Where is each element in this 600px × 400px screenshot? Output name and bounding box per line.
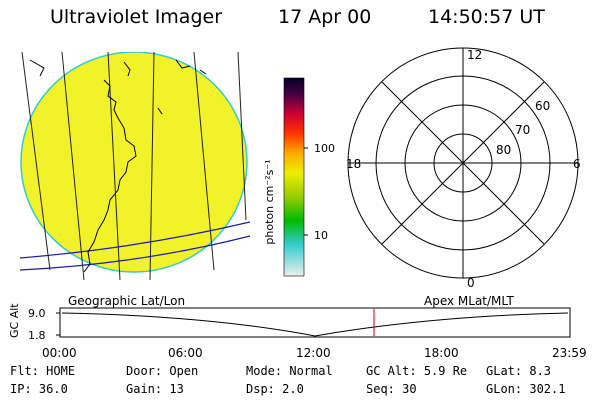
x-tick-1200: 12:00 bbox=[296, 346, 331, 360]
color-scale-tick-100: 100 bbox=[314, 142, 335, 155]
x-tick-2359: 23:59 bbox=[552, 346, 587, 360]
status-dsp: Dsp: 2.0 bbox=[246, 382, 304, 396]
status-ip-value: 36.0 bbox=[38, 382, 68, 396]
latitude-lines bbox=[20, 221, 250, 271]
status-seq: Seq: 30 bbox=[366, 382, 417, 396]
date-label: 17 Apr 00 bbox=[278, 6, 372, 28]
time-label: 14:50:57 UT bbox=[428, 6, 545, 28]
timeline-y-label: GC Alt bbox=[8, 303, 21, 338]
status-dsp-value: 2.0 bbox=[282, 382, 304, 396]
status-mode: Mode: Normal bbox=[246, 364, 333, 378]
status-flight-value: HOME bbox=[46, 364, 76, 378]
instrument-title: Ultraviolet Imager bbox=[50, 6, 223, 28]
mlt-label-6: 6 bbox=[573, 157, 581, 171]
lat-label-70: 70 bbox=[515, 123, 530, 137]
status-glat: GLat: 8.3 bbox=[486, 364, 551, 378]
lat-label-60: 60 bbox=[535, 99, 550, 113]
x-tick-1800: 18:00 bbox=[424, 346, 459, 360]
status-ip: IP: 36.0 bbox=[10, 382, 68, 396]
status-door: Door: Open bbox=[126, 364, 198, 378]
status-glon-value: 302.1 bbox=[529, 382, 566, 396]
diagonal-line-b bbox=[381, 81, 545, 245]
status-door-label: Door: bbox=[126, 364, 163, 378]
status-gc-alt-label: GC Alt: bbox=[366, 364, 417, 378]
polar-plot: 12 18 6 0 60 70 80 bbox=[346, 47, 581, 290]
color-scale-tick-10: 10 bbox=[314, 229, 328, 242]
color-scale-bar bbox=[283, 77, 305, 277]
timeline-y-tick-min: 1.8 bbox=[28, 329, 46, 342]
coastline-fragments bbox=[29, 59, 207, 115]
status-gain: Gain: 13 bbox=[126, 382, 184, 396]
timeline-frame bbox=[59, 307, 571, 338]
status-glat-label: GLat: bbox=[486, 364, 523, 378]
status-seq-label: Seq: bbox=[366, 382, 395, 396]
earth-image bbox=[20, 52, 250, 281]
status-gc-alt: GC Alt: 5.9 Re bbox=[366, 364, 467, 378]
altitude-timeline: GC Alt 9.0 1.8 bbox=[8, 303, 571, 342]
status-ip-label: IP: bbox=[10, 382, 32, 396]
status-glon: GLon: 302.1 bbox=[486, 382, 565, 396]
geographic-caption: Geographic Lat/Lon bbox=[68, 294, 186, 308]
earth-disk bbox=[20, 52, 248, 273]
status-gc-alt-value: 5.9 Re bbox=[423, 364, 468, 378]
mlt-label-0: 0 bbox=[467, 276, 475, 290]
status-gain-value: 13 bbox=[169, 382, 184, 396]
x-tick-0000: 00:00 bbox=[42, 346, 77, 360]
mlt-label-12: 12 bbox=[467, 48, 482, 62]
mlt-label-18: 18 bbox=[346, 157, 361, 171]
status-seq-value: 30 bbox=[402, 382, 417, 396]
status-door-value: Open bbox=[169, 364, 199, 378]
altitude-curve bbox=[61, 312, 569, 337]
status-flight: Flt: HOME bbox=[10, 364, 75, 378]
status-dsp-label: Dsp: bbox=[246, 382, 275, 396]
color-scale: photon cm⁻²s⁻¹ bbox=[263, 77, 308, 277]
color-scale-unit: photon cm⁻²s⁻¹ bbox=[263, 159, 276, 244]
status-glat-value: 8.3 bbox=[529, 364, 552, 378]
status-mode-label: Mode: bbox=[246, 364, 283, 378]
status-mode-value: Normal bbox=[289, 364, 333, 378]
status-gain-label: Gain: bbox=[126, 382, 163, 396]
coastline bbox=[83, 79, 137, 273]
status-glon-label: GLon: bbox=[486, 382, 523, 396]
apex-caption: Apex MLat/MLT bbox=[424, 294, 514, 308]
lat-label-80: 80 bbox=[496, 143, 511, 157]
meridian-lines bbox=[21, 52, 247, 281]
timeline-y-tick-max: 9.0 bbox=[28, 307, 46, 320]
status-flight-label: Flt: bbox=[10, 364, 39, 378]
x-tick-0600: 06:00 bbox=[168, 346, 203, 360]
